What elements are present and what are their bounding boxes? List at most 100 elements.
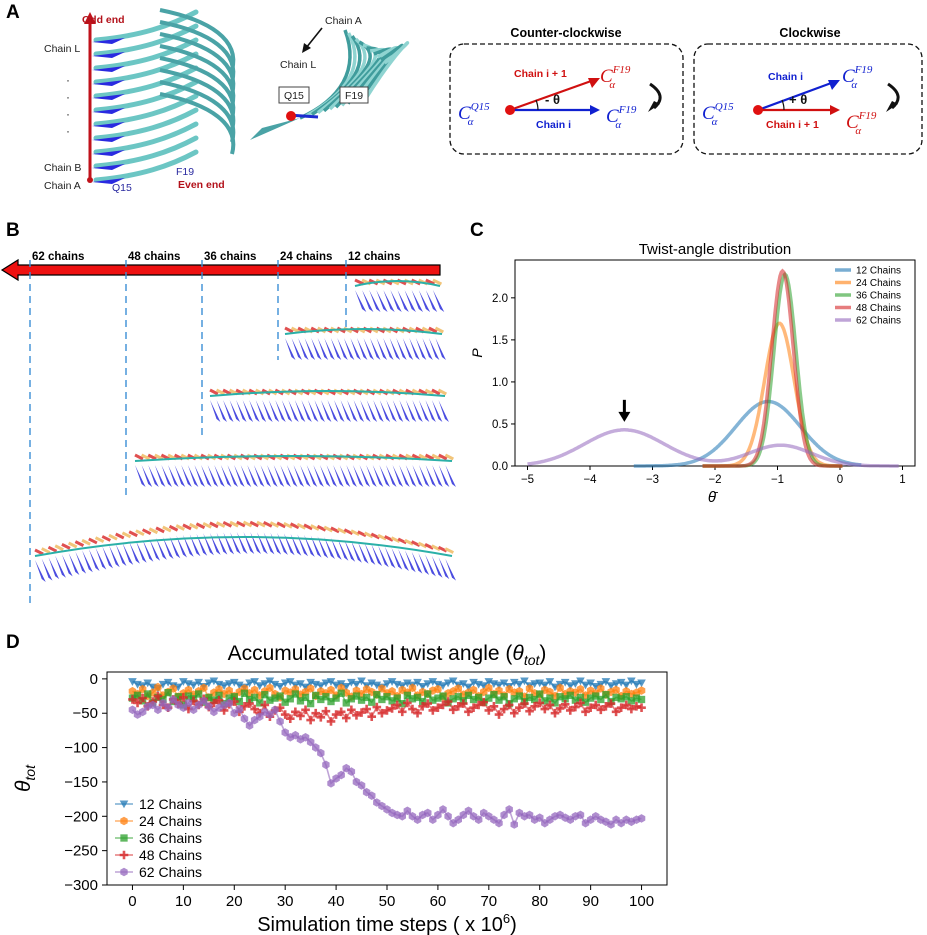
blue-strand (273, 465, 285, 487)
data-point (331, 710, 341, 719)
data-point (322, 693, 330, 701)
data-point (550, 708, 560, 718)
legend-item: 62 Chains (115, 864, 202, 880)
backbone-segment (215, 388, 226, 396)
data-point (225, 694, 233, 702)
backbone-segment (47, 545, 58, 553)
backbone-segment (115, 532, 125, 540)
backbone-segment (343, 528, 354, 536)
data-point (438, 700, 448, 710)
blue-strand (398, 548, 409, 571)
panel-b: 62 chains 48 chains 36 chains 24 chains 12 c… (0, 251, 457, 605)
data-point (556, 683, 564, 693)
backbone-segment (182, 523, 192, 531)
data-point (515, 692, 524, 700)
blue-strand (445, 465, 456, 487)
x-tick-label: 60 (430, 893, 447, 910)
data-point (592, 692, 600, 700)
data-point (454, 684, 462, 693)
backbone-curve (209, 390, 446, 397)
data-point (326, 678, 336, 686)
legend-item: 12 Chains (115, 796, 202, 812)
data-point (235, 704, 244, 714)
data-point (368, 698, 376, 706)
backbone-segment (108, 533, 118, 541)
blue-strand (310, 535, 322, 558)
data-point (285, 714, 295, 724)
blue-strand (281, 400, 293, 422)
blue-strand (220, 465, 232, 487)
data-point (464, 707, 473, 717)
blue-strand (242, 400, 254, 422)
data-point (540, 704, 550, 714)
data-point (602, 691, 610, 699)
series-62-chains (128, 695, 646, 829)
data-point (393, 694, 401, 702)
blue-strand (255, 400, 267, 422)
data-point (474, 693, 483, 702)
data-point (285, 678, 295, 686)
blue-strand (379, 465, 390, 487)
data-point (327, 697, 335, 706)
data-point (387, 678, 397, 686)
x-tick-label: 50 (379, 893, 396, 910)
legend-item: 48 Chains (115, 847, 202, 863)
helix-marker (92, 52, 125, 58)
data-point (448, 677, 458, 686)
cw-upper-arrowhead-icon (828, 80, 840, 90)
backbone-segment (276, 521, 286, 529)
data-point (565, 682, 575, 691)
data-point (271, 694, 279, 702)
blue-strand (181, 465, 192, 487)
backbone-segment (141, 528, 152, 536)
backbone-segment (438, 453, 448, 461)
data-point (372, 681, 382, 690)
panel-label-c: C (470, 220, 484, 241)
cw-lower-tip-label: CF19 α (846, 110, 877, 137)
blue-strand (435, 338, 446, 360)
blue-strand (397, 290, 409, 312)
data-point (296, 711, 305, 721)
data-point (337, 689, 345, 697)
data-point (240, 714, 249, 723)
helix-marker (92, 150, 125, 156)
data-point (586, 694, 595, 702)
blue-strand (431, 555, 443, 578)
data-point (408, 683, 417, 693)
data-point (408, 695, 417, 703)
data-point (225, 698, 233, 708)
data-point (266, 710, 274, 719)
data-point (611, 680, 621, 688)
data-point (586, 679, 595, 688)
data-point (413, 708, 422, 718)
backbone-segment (249, 520, 259, 528)
data-point (449, 695, 457, 703)
backbone-segment (431, 453, 441, 461)
data-point (240, 689, 249, 697)
data-point (120, 816, 128, 826)
blue-strand (326, 465, 338, 487)
data-point (306, 699, 315, 708)
data-point (224, 680, 234, 688)
odd-end-label: Odd end (82, 14, 125, 26)
blue-strand (371, 544, 383, 567)
chain-count-label: 12 chains (348, 251, 400, 263)
red-arrow-icon (0, 258, 441, 282)
data-point (173, 683, 183, 692)
blue-strand (35, 560, 46, 582)
blue-strand (301, 400, 312, 422)
blue-strand (268, 400, 280, 422)
data-point (403, 679, 412, 688)
data-point (331, 681, 341, 690)
data-point (429, 815, 437, 824)
backbone-segment (323, 525, 333, 533)
cw-title: Clockwise (779, 26, 840, 40)
x-tick-label: 10 (175, 893, 192, 910)
chain-l-label: Chain L (44, 43, 80, 55)
beta-strand (93, 65, 199, 99)
data-point (153, 691, 163, 701)
y-tick-label: −250 (64, 843, 98, 860)
data-point (260, 680, 270, 688)
data-point (245, 699, 254, 708)
blue-strand (445, 558, 457, 581)
